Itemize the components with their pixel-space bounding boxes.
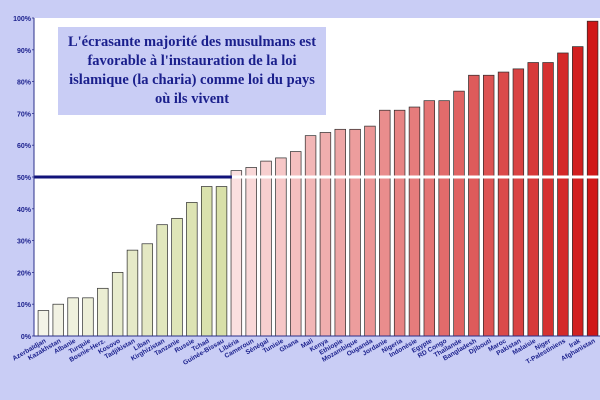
bar-tunisie: [275, 157, 287, 337]
y-tick-label: 20%: [17, 270, 32, 277]
y-tick-label: 60%: [17, 143, 32, 150]
bar-ethiopie: [334, 128, 346, 337]
bar-lib-ria: [230, 170, 243, 337]
bar-mozambique: [349, 128, 361, 337]
bar-kosovo: [111, 272, 124, 337]
y-tick-label: 90%: [17, 48, 32, 55]
bar-guin-e-bissau: [215, 186, 228, 337]
bars: [37, 20, 599, 337]
bar-liban: [141, 243, 154, 337]
y-tick-label: 10%: [17, 302, 32, 309]
bar-russie: [186, 202, 198, 337]
bar-jordanie: [379, 109, 391, 337]
bar-bangladesh: [468, 74, 480, 337]
y-tick-label: 70%: [17, 111, 32, 118]
bar-indon-sie: [408, 106, 421, 337]
bar-cameroun: [245, 167, 257, 337]
bar-egypte: [423, 100, 436, 337]
y-tick-label: 100%: [13, 16, 32, 23]
y-tick-label: 0%: [21, 334, 32, 341]
bar-djibouti: [482, 74, 495, 337]
bar-bosnie-herz-: [97, 287, 109, 337]
bar-azerba-djan: [37, 310, 50, 337]
bar-mali: [304, 135, 317, 337]
chart-title-box: L'écrasante majorité des musulmans est f…: [58, 27, 326, 115]
y-tick-label: 40%: [17, 207, 32, 214]
y-tick-label: 80%: [17, 80, 32, 87]
bar-ouganda: [364, 125, 376, 337]
bar-kirghizistan: [156, 224, 168, 337]
bar-nigeria: [393, 109, 406, 337]
bar-tanzanie: [171, 217, 183, 337]
bar-rd-congo: [438, 100, 450, 337]
bar-albanie: [67, 297, 79, 337]
bar-tchad: [200, 186, 213, 337]
bar-t-palestiniens: [557, 52, 569, 337]
bar-niger: [542, 62, 554, 337]
bar-ghana: [290, 151, 302, 337]
bar-malaisie: [527, 62, 539, 337]
bar-irak: [572, 46, 584, 337]
chart-title: L'écrasante majorité des musulmans est f…: [67, 34, 317, 107]
bar-kazakhstan: [52, 303, 64, 337]
bar-turquie: [82, 297, 94, 337]
bar-afghanistan: [586, 20, 599, 337]
y-tick-label: 30%: [17, 239, 32, 246]
y-tick-label: 50%: [17, 175, 32, 182]
bar-kenya: [319, 132, 332, 337]
bar-pakistan: [512, 68, 525, 337]
bar-s-n-gal: [260, 160, 272, 337]
bar-tha-lande: [453, 90, 465, 337]
bar-tadjikistan: [126, 249, 139, 337]
bar-maroc: [497, 71, 510, 337]
